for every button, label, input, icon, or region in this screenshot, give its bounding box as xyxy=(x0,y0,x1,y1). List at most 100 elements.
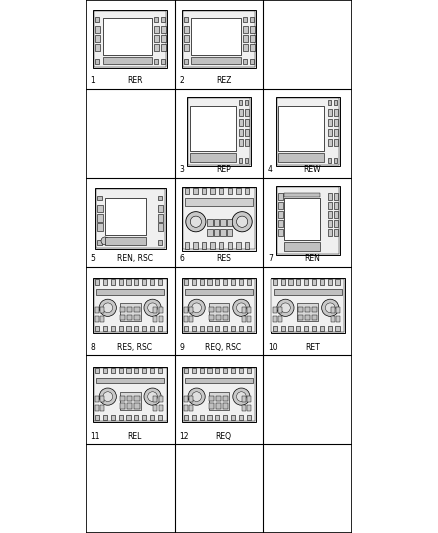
Bar xyxy=(191,57,240,64)
Bar xyxy=(95,415,99,421)
Circle shape xyxy=(103,303,113,313)
Text: RET: RET xyxy=(305,343,320,352)
Bar xyxy=(95,17,99,22)
Bar xyxy=(120,403,125,409)
Bar xyxy=(98,196,102,200)
Bar xyxy=(127,368,131,374)
Bar xyxy=(134,415,138,421)
Bar xyxy=(98,205,103,213)
Bar xyxy=(328,211,332,217)
Bar xyxy=(111,368,115,374)
Bar xyxy=(153,307,157,313)
Bar xyxy=(184,326,188,332)
Bar xyxy=(208,415,212,421)
Bar xyxy=(239,326,243,332)
Text: 5: 5 xyxy=(90,254,95,263)
Bar xyxy=(328,158,331,163)
Bar xyxy=(119,326,123,332)
Bar xyxy=(208,303,230,321)
Bar xyxy=(243,17,247,22)
Bar xyxy=(223,368,227,374)
Bar xyxy=(111,415,115,421)
Bar xyxy=(161,17,165,22)
Circle shape xyxy=(237,216,248,227)
Bar xyxy=(273,279,277,285)
Bar xyxy=(185,198,253,206)
Text: 8: 8 xyxy=(90,343,95,352)
Bar xyxy=(134,326,138,332)
Bar xyxy=(245,130,249,136)
Bar xyxy=(236,188,240,194)
Bar xyxy=(289,279,293,285)
Bar xyxy=(183,279,255,332)
Text: REN, RSC: REN, RSC xyxy=(117,254,152,263)
Bar xyxy=(209,306,214,312)
Text: 1: 1 xyxy=(90,76,95,85)
Bar xyxy=(142,279,146,285)
Bar xyxy=(150,368,154,374)
Bar xyxy=(239,100,242,105)
Bar xyxy=(120,395,125,401)
Bar xyxy=(182,187,256,251)
Text: 9: 9 xyxy=(179,343,184,352)
Bar xyxy=(281,279,285,285)
Bar xyxy=(95,35,100,42)
Bar xyxy=(95,44,100,51)
Text: REQ, RSC: REQ, RSC xyxy=(205,343,241,352)
Bar xyxy=(185,378,253,383)
Bar xyxy=(236,242,240,248)
Bar xyxy=(187,97,251,166)
Bar xyxy=(161,26,166,33)
Bar xyxy=(95,59,99,64)
Bar xyxy=(154,59,158,64)
Bar xyxy=(93,367,167,422)
Bar xyxy=(134,306,140,312)
Bar xyxy=(273,307,277,313)
Bar xyxy=(296,326,300,332)
Bar xyxy=(334,193,338,199)
Circle shape xyxy=(233,388,250,405)
Bar xyxy=(334,100,337,105)
Bar xyxy=(334,203,338,208)
Bar xyxy=(93,10,167,68)
Bar xyxy=(243,59,247,64)
Bar xyxy=(328,109,332,116)
Bar xyxy=(98,223,103,231)
Bar xyxy=(150,279,154,285)
Bar xyxy=(223,279,227,285)
Bar xyxy=(243,26,248,33)
Bar xyxy=(245,158,248,163)
Bar xyxy=(328,220,332,227)
Bar xyxy=(183,11,255,67)
Bar xyxy=(239,109,243,116)
Bar xyxy=(219,242,223,248)
Bar xyxy=(216,403,221,409)
Bar xyxy=(184,396,188,402)
Bar xyxy=(111,279,115,285)
Bar xyxy=(297,303,318,321)
Bar xyxy=(142,326,146,332)
Bar xyxy=(103,368,107,374)
Bar xyxy=(98,240,102,245)
Bar xyxy=(153,405,157,411)
Bar xyxy=(328,130,332,136)
Bar xyxy=(95,279,99,285)
Circle shape xyxy=(186,212,206,232)
Bar xyxy=(305,306,310,312)
Bar xyxy=(239,158,242,163)
Bar xyxy=(245,188,249,194)
Bar xyxy=(200,368,204,374)
Bar xyxy=(245,109,249,116)
Bar xyxy=(184,35,189,42)
Bar xyxy=(247,368,251,374)
Bar xyxy=(328,203,332,208)
Bar xyxy=(334,211,338,217)
Bar xyxy=(247,405,251,411)
Bar xyxy=(100,405,104,411)
Bar xyxy=(328,279,332,285)
Text: 12: 12 xyxy=(179,432,188,441)
Bar xyxy=(94,11,166,67)
Circle shape xyxy=(99,388,117,405)
Bar xyxy=(150,415,154,421)
Bar xyxy=(192,368,196,374)
